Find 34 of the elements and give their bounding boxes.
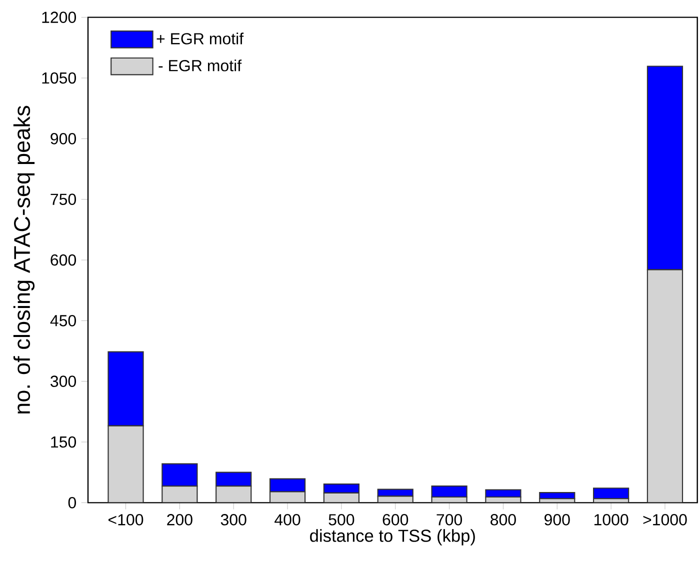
x-tick-label: >1000 — [643, 514, 687, 526]
legend-label: - EGR motif — [158, 60, 242, 72]
y-tick-label: 600 — [50, 254, 76, 266]
x-tick-label: 700 — [436, 514, 462, 526]
bar — [323, 484, 360, 494]
legend-label: + EGR motif — [156, 32, 244, 44]
x-tick-label: 200 — [167, 514, 192, 526]
bar — [108, 426, 144, 503]
x-tick-label: 1000 — [594, 514, 628, 526]
x-tick-label: 400 — [274, 514, 300, 526]
y-tick-label: 150 — [51, 436, 76, 448]
bar — [431, 486, 468, 498]
y-tick-label: 750 — [50, 194, 76, 205]
y-tick-label: 900 — [50, 133, 76, 144]
x-tick-label: 900 — [544, 514, 570, 526]
bar — [216, 486, 252, 503]
bar — [162, 463, 198, 487]
bar — [216, 472, 252, 487]
x-tick-label: <100 — [108, 514, 144, 526]
x-tick-label: 500 — [328, 514, 354, 526]
x-tick-label: 600 — [382, 514, 408, 526]
x-tick-label: 800 — [490, 514, 516, 526]
bar — [162, 486, 198, 503]
bar — [646, 269, 684, 503]
y-tick-label: 300 — [50, 376, 76, 387]
y-tick-label: 1050 — [42, 72, 76, 84]
y-tick-label: 1200 — [42, 12, 76, 23]
x-tick-label: 300 — [220, 514, 246, 526]
y-tick-label: 0 — [68, 497, 76, 508]
y-axis-title: no. of closing ATAC-seq peaks — [13, 106, 35, 414]
bar — [593, 488, 630, 500]
x-axis-title: distance to TSS (kbp) — [310, 529, 475, 546]
y-tick-label: 450 — [50, 315, 76, 326]
bar — [485, 489, 522, 498]
